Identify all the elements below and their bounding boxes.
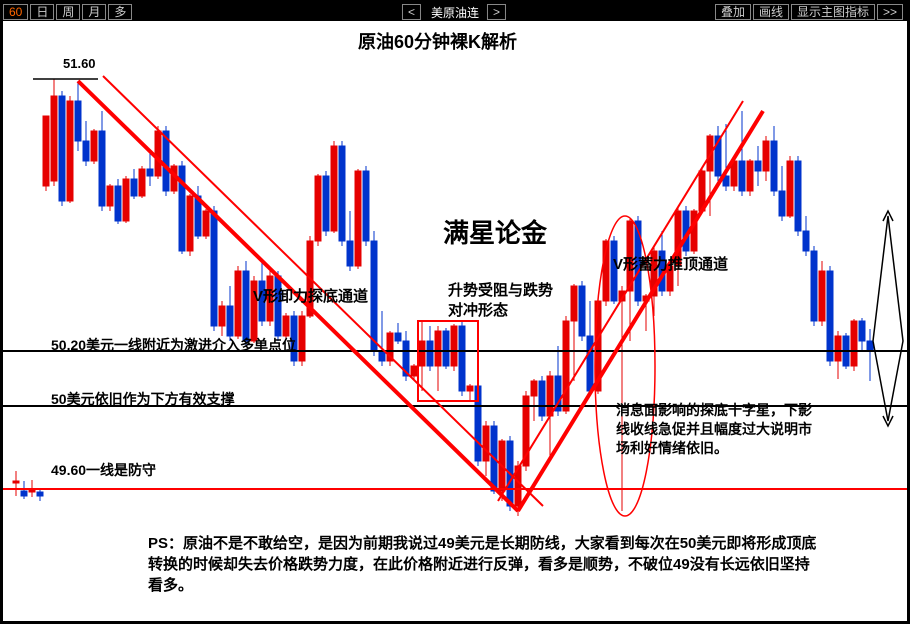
- indicator-button[interactable]: 显示主图指标: [791, 4, 875, 20]
- overlay-button[interactable]: 叠加: [715, 4, 751, 20]
- timeframe-more-button[interactable]: 多: [108, 4, 132, 20]
- high-price-label: 51.60: [63, 56, 96, 71]
- v-down-annotation: V形卸力探底通道: [253, 285, 368, 306]
- next-symbol-button[interactable]: >: [487, 4, 506, 20]
- drawline-button[interactable]: 画线: [753, 4, 789, 20]
- timeframe-60-button[interactable]: 60: [3, 4, 28, 20]
- ellipse-annotation: 消息面影响的探底十字星，下影线收线急促并且幅度过大说明市场利好情绪依旧。: [616, 401, 816, 458]
- prev-symbol-button[interactable]: <: [402, 4, 421, 20]
- level-2-label: 50美元依旧作为下方有效支撑: [51, 389, 235, 409]
- watermark-text: 满星论金: [443, 213, 547, 250]
- ps-footnote: PS：原油不是不敢给空，是因为前期我说过49美元是长期防线，大家看到每次在50美…: [148, 533, 818, 596]
- toolbar: 60 日 周 月 多 < 美原油连 > 叠加 画线 显示主图指标 >>: [3, 3, 907, 21]
- timeframe-month-button[interactable]: 月: [82, 4, 106, 20]
- level-1-label: 50.20美元一线附近为激进介入多单点位: [51, 335, 296, 355]
- chart-title: 原油60分钟裸K解析: [358, 28, 517, 54]
- expand-button[interactable]: >>: [877, 4, 903, 20]
- level-3-label: 49.60一线是防守: [51, 460, 156, 480]
- timeframe-week-button[interactable]: 周: [56, 4, 80, 20]
- block-annotation: 升势受阻与跌势对冲形态: [448, 281, 553, 320]
- v-up-annotation: V形蓄力推顶通道: [613, 253, 728, 274]
- timeframe-day-button[interactable]: 日: [30, 4, 54, 20]
- symbol-label: 美原油连: [423, 4, 487, 21]
